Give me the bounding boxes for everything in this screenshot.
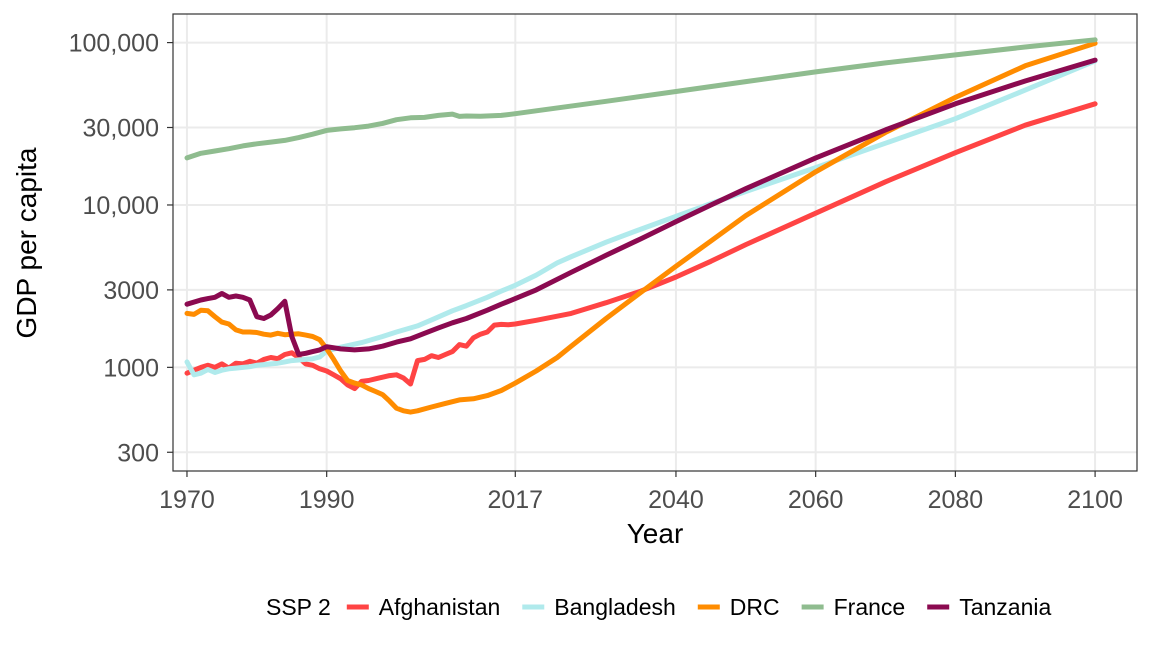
y-tick-label: 10,000 bbox=[83, 192, 159, 220]
legend-label-drc: DRC bbox=[730, 594, 780, 620]
legend: SSP 2 Afghanistan Bangladesh DRC France Tanz… bbox=[266, 594, 1051, 620]
legend-label-bangladesh: Bangladesh bbox=[554, 594, 676, 620]
x-tick-label: 2017 bbox=[487, 486, 543, 514]
x-tick-label: 2060 bbox=[788, 486, 844, 514]
y-tick-label: 300 bbox=[117, 439, 159, 467]
legend-title: SSP 2 bbox=[266, 594, 331, 620]
y-tick-label: 1000 bbox=[103, 354, 159, 382]
legend-label-france: France bbox=[834, 594, 906, 620]
x-tick-label: 1990 bbox=[299, 486, 355, 514]
axes: 1970 1990 2017 2040 2060 2080 2100 300 1000 3000 1… bbox=[69, 30, 1123, 514]
legend-label-tanzania: Tanzania bbox=[959, 594, 1051, 620]
series-layer bbox=[184, 37, 1098, 415]
y-tick-label: 3000 bbox=[103, 277, 159, 305]
x-tick-label: 1970 bbox=[159, 486, 215, 514]
x-axis-title: Year bbox=[627, 518, 684, 549]
series-line-tanzania bbox=[184, 57, 1098, 357]
series-line-drc bbox=[184, 40, 1098, 415]
x-tick-label: 2040 bbox=[648, 486, 704, 514]
x-tick-label: 2080 bbox=[928, 486, 984, 514]
x-tick-label: 2100 bbox=[1067, 486, 1123, 514]
plot-frame bbox=[172, 13, 1138, 472]
series-line-afghanistan bbox=[184, 101, 1098, 392]
series-line-france bbox=[184, 37, 1098, 161]
y-tick-label: 100,000 bbox=[69, 30, 159, 58]
legend-label-afghanistan: Afghanistan bbox=[379, 594, 500, 620]
y-tick-label: 30,000 bbox=[83, 114, 159, 142]
series-line-bangladesh bbox=[184, 58, 1098, 378]
y-axis-title: GDP per capita bbox=[11, 147, 42, 338]
